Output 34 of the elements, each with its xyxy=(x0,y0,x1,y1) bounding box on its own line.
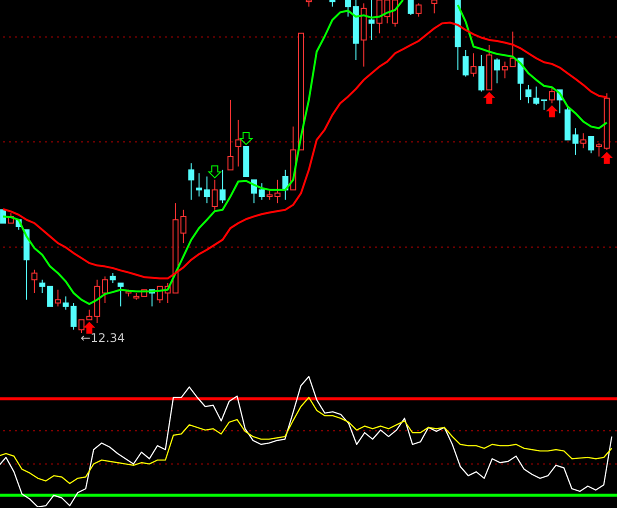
candlestick xyxy=(196,172,202,197)
candlestick xyxy=(118,282,124,307)
candlestick xyxy=(235,119,242,168)
candlestick xyxy=(470,52,477,78)
candlestick xyxy=(494,58,500,84)
candlestick xyxy=(204,176,210,204)
candlestick xyxy=(258,182,265,200)
candlestick xyxy=(462,49,469,78)
candlestick xyxy=(588,136,594,154)
candlestick xyxy=(78,319,84,334)
candlestick xyxy=(274,179,280,204)
candlestick xyxy=(31,269,38,294)
candlestick xyxy=(478,54,484,92)
annotation: ←12.34 xyxy=(80,331,125,346)
candlestick xyxy=(408,0,414,16)
candlestick xyxy=(345,0,352,18)
candlestick xyxy=(180,209,186,244)
candlestick xyxy=(266,189,273,200)
candlestick xyxy=(212,179,218,210)
candlestick xyxy=(580,132,586,149)
candlestick xyxy=(220,169,226,204)
candlestick xyxy=(525,84,532,104)
candlestick xyxy=(188,162,194,200)
candlestick xyxy=(47,286,54,307)
candlestick xyxy=(596,142,602,158)
candlestick xyxy=(548,86,555,104)
candlestick xyxy=(572,128,578,156)
candlestick xyxy=(368,0,375,40)
candlestick xyxy=(110,272,116,284)
candlestick xyxy=(227,99,234,170)
candlestick xyxy=(102,276,108,304)
candlestick xyxy=(39,279,46,294)
candlestick xyxy=(416,2,422,18)
candlestick xyxy=(54,289,61,307)
